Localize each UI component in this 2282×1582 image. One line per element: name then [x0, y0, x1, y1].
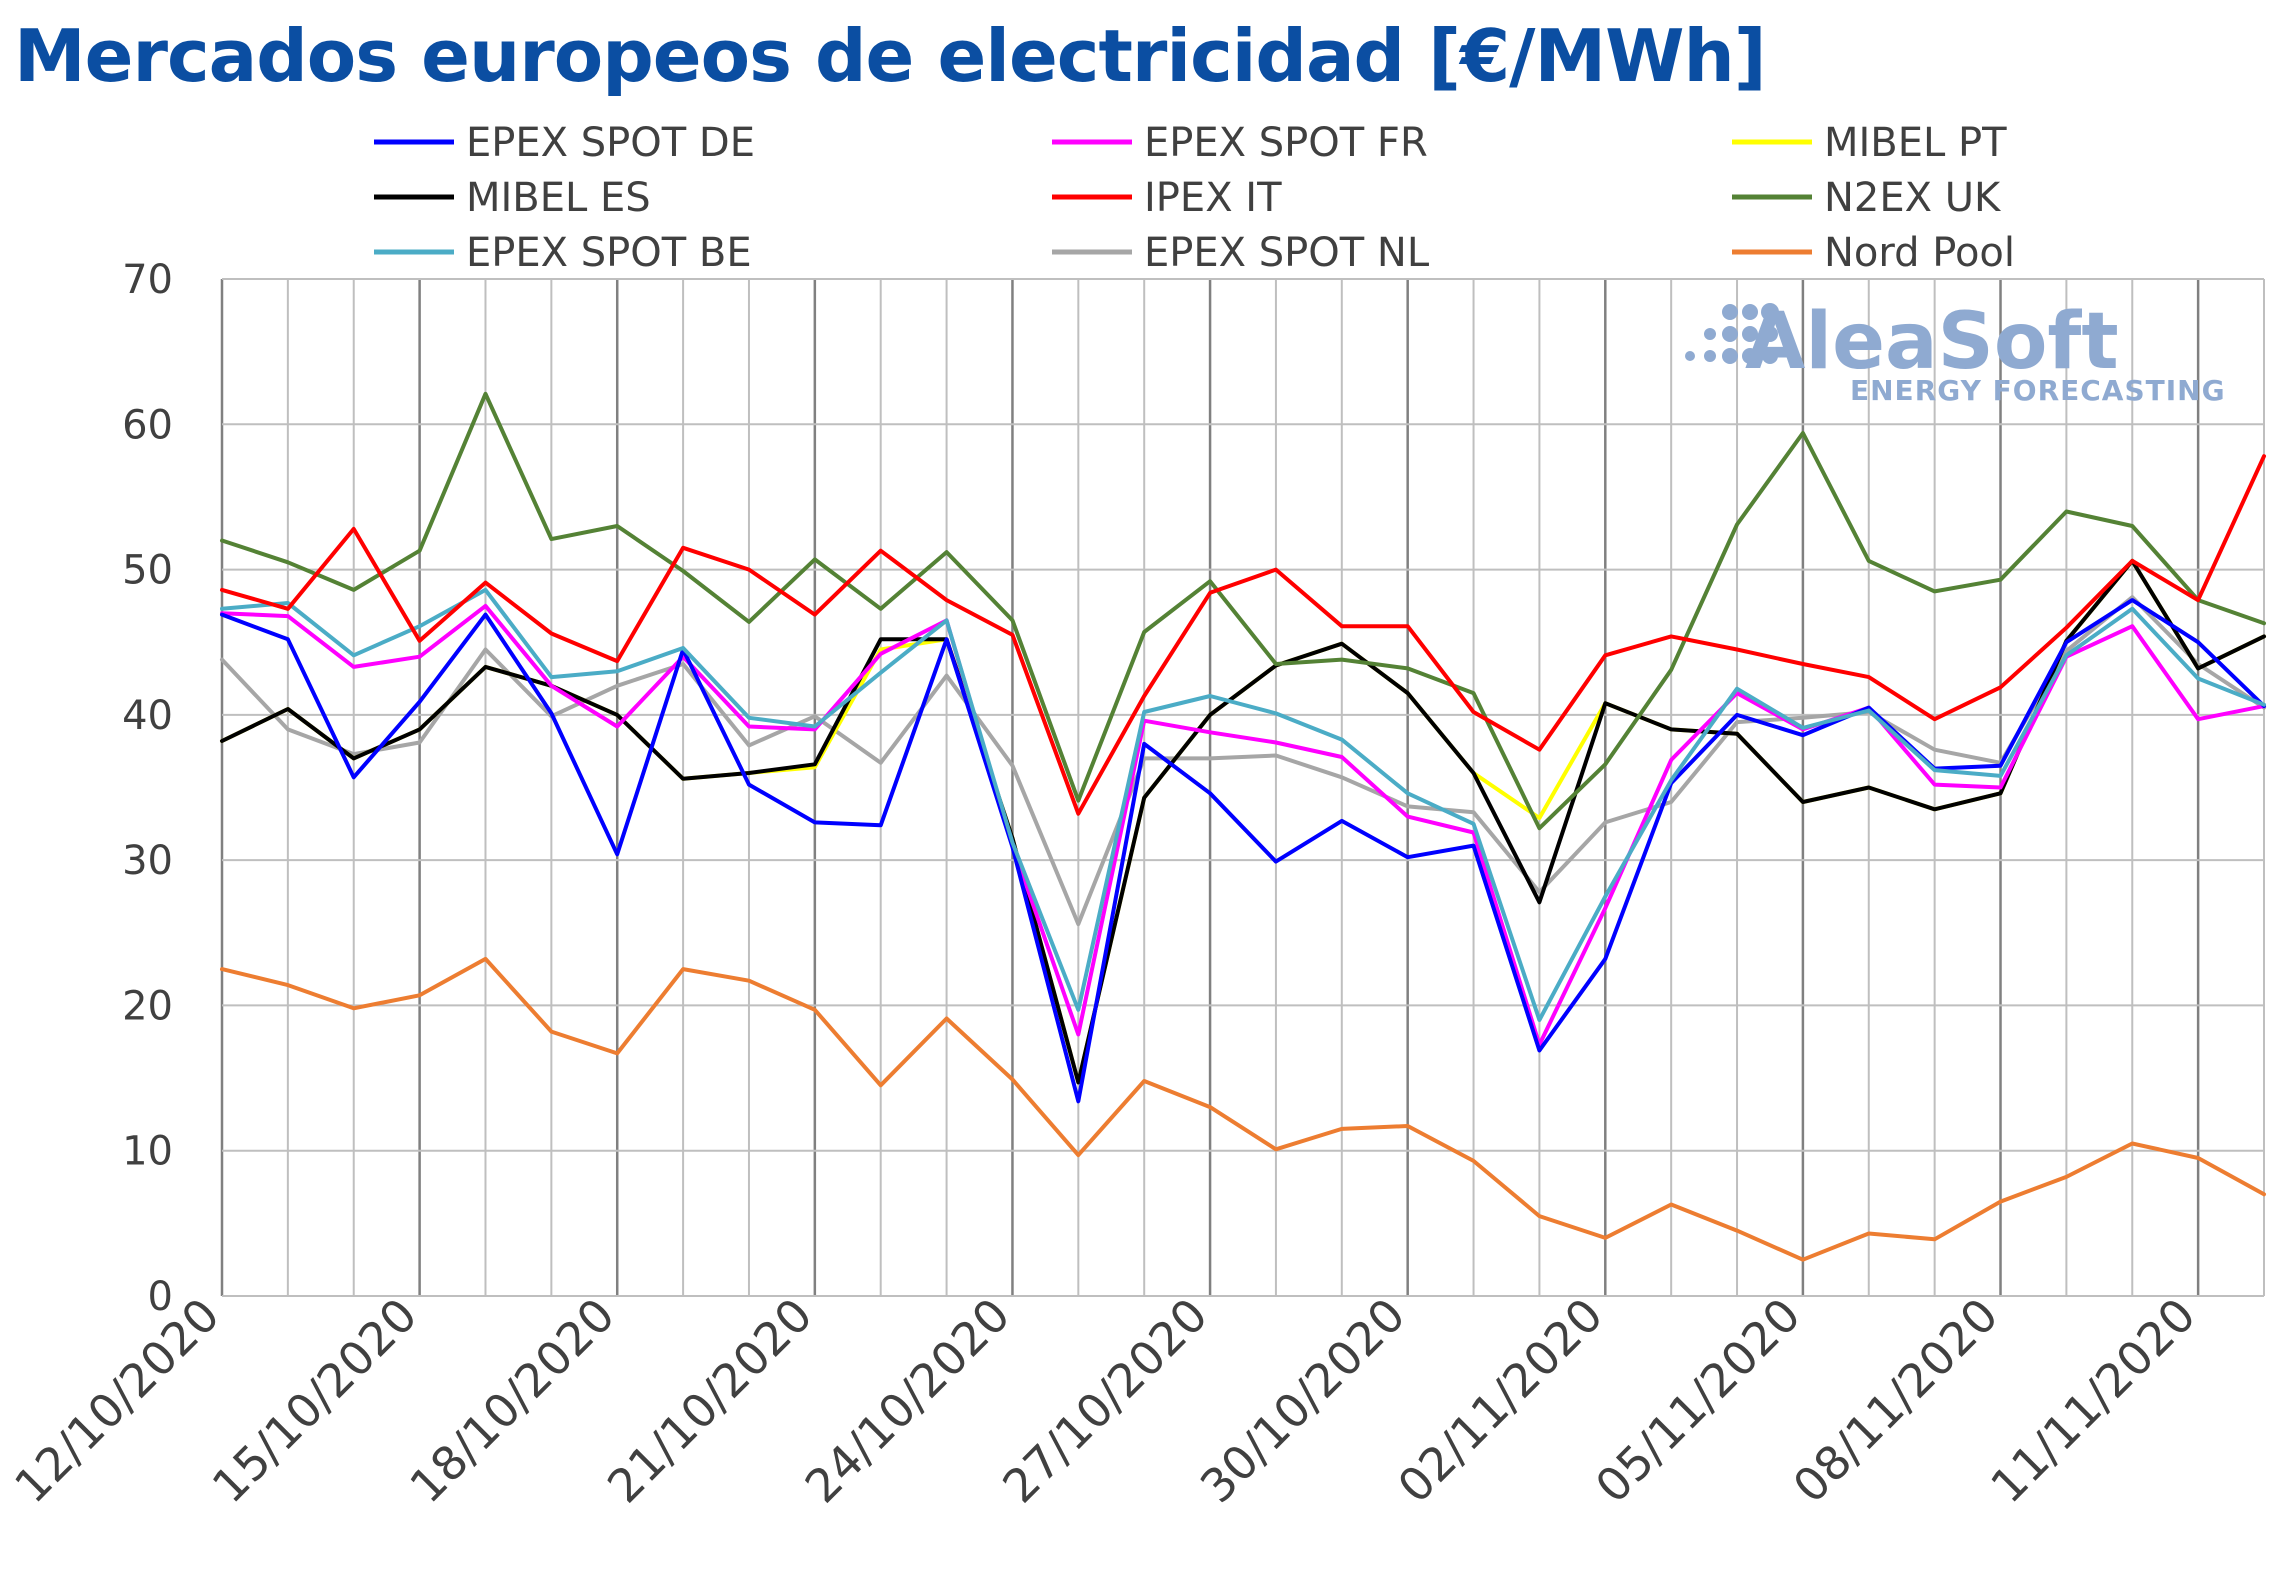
logo-dot — [1761, 303, 1779, 321]
series-line-n2ex-uk — [220, 391, 2266, 831]
x-tick-label: 27/10/2020 — [992, 1288, 1218, 1514]
x-axis-tick-labels: 12/10/202015/10/202018/10/202021/10/2020… — [4, 1288, 2206, 1514]
series-line-epex-spot-fr — [220, 603, 2266, 1047]
y-tick-label: 0 — [148, 1274, 173, 1320]
y-tick-label: 70 — [122, 257, 173, 303]
x-tick-label: 05/11/2020 — [1585, 1288, 1811, 1514]
y-tick-label: 50 — [122, 548, 173, 594]
x-tick-label: 18/10/2020 — [399, 1288, 625, 1514]
x-tick-label: 24/10/2020 — [795, 1288, 1021, 1514]
series-line-epex-spot-de — [220, 598, 2266, 1104]
x-tick-label: 11/11/2020 — [1980, 1288, 2206, 1514]
series-lines — [220, 391, 2266, 1262]
logo-dot — [1762, 326, 1778, 342]
logo-dot — [1704, 328, 1716, 340]
logo-tagline: ENERGY FORECASTING — [1850, 374, 2226, 407]
legend-label-epex-spot-nl: EPEX SPOT NL — [1144, 230, 1430, 276]
series-line-epex-spot-be — [220, 587, 2266, 1022]
x-tick-label: 21/10/2020 — [597, 1288, 823, 1514]
logo-name: AleaSoft — [1745, 297, 2119, 387]
legend-label-nord-pool: Nord Pool — [1824, 230, 2015, 276]
legend-label-mibel-pt: MIBEL PT — [1824, 120, 2007, 166]
legend-label-epex-spot-be: EPEX SPOT BE — [466, 230, 752, 276]
y-axis-tick-labels: 0 10 20 30 40 50 60 70 — [122, 257, 173, 1320]
x-tick-label: 15/10/2020 — [202, 1288, 428, 1514]
grid-lines — [220, 278, 2265, 1297]
y-tick-label: 40 — [122, 693, 173, 739]
x-tick-label: 02/11/2020 — [1387, 1288, 1613, 1514]
logo-dot — [1722, 348, 1738, 364]
y-tick-label: 10 — [122, 1129, 173, 1175]
x-tick-label: 08/11/2020 — [1783, 1288, 2009, 1514]
legend: EPEX SPOT DE EPEX SPOT FR MIBEL PT MIBEL ES… — [374, 120, 2015, 276]
logo-dot — [1742, 326, 1758, 342]
series-line-ipex-it — [220, 454, 2266, 816]
y-tick-label: 60 — [122, 402, 173, 448]
logo-dot — [1722, 304, 1738, 320]
logo-dot — [1742, 348, 1758, 364]
legend-label-mibel-es: MIBEL ES — [466, 175, 651, 221]
aleasoft-logo: AleaSoft ENERGY FORECASTING — [1685, 297, 2226, 407]
logo-dot — [1685, 351, 1695, 361]
x-tick-label: 12/10/2020 — [4, 1288, 230, 1514]
legend-label-epex-spot-fr: EPEX SPOT FR — [1144, 120, 1428, 166]
logo-dot — [1742, 304, 1758, 320]
series-line-epex-spot-nl — [220, 595, 2266, 927]
logo-dots-icon — [1685, 303, 1779, 364]
chart-title: Mercados europeos de electricidad [€/MWh… — [14, 14, 1767, 98]
logo-dot — [1762, 348, 1778, 364]
legend-label-n2ex-uk: N2EX UK — [1824, 175, 2002, 221]
logo-dot — [1704, 350, 1716, 362]
x-tick-label: 30/10/2020 — [1190, 1288, 1416, 1514]
legend-label-ipex-it: IPEX IT — [1144, 175, 1282, 221]
legend-label-epex-spot-de: EPEX SPOT DE — [466, 120, 755, 166]
y-tick-label: 30 — [122, 838, 173, 884]
series-line-nord-pool — [220, 956, 2266, 1262]
y-tick-label: 20 — [122, 983, 173, 1029]
logo-dot — [1722, 326, 1738, 342]
